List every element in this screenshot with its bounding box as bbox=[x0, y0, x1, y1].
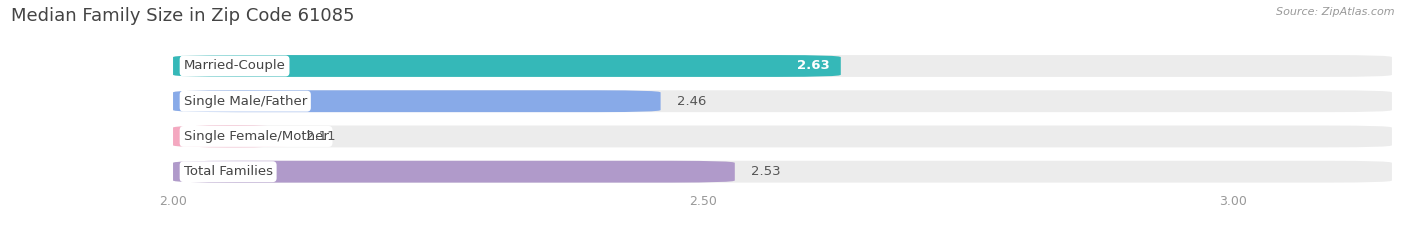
FancyBboxPatch shape bbox=[173, 90, 1392, 112]
Text: Total Families: Total Families bbox=[184, 165, 273, 178]
FancyBboxPatch shape bbox=[173, 126, 1392, 147]
FancyBboxPatch shape bbox=[173, 90, 661, 112]
Text: 2.53: 2.53 bbox=[751, 165, 780, 178]
FancyBboxPatch shape bbox=[173, 126, 290, 147]
Text: Source: ZipAtlas.com: Source: ZipAtlas.com bbox=[1277, 7, 1395, 17]
Text: 2.63: 2.63 bbox=[797, 59, 830, 72]
Text: Median Family Size in Zip Code 61085: Median Family Size in Zip Code 61085 bbox=[11, 7, 354, 25]
Text: Married-Couple: Married-Couple bbox=[184, 59, 285, 72]
FancyBboxPatch shape bbox=[173, 161, 1392, 183]
FancyBboxPatch shape bbox=[173, 161, 735, 183]
FancyBboxPatch shape bbox=[173, 55, 841, 77]
Text: Single Female/Mother: Single Female/Mother bbox=[184, 130, 329, 143]
FancyBboxPatch shape bbox=[173, 55, 1392, 77]
Text: Single Male/Father: Single Male/Father bbox=[184, 95, 307, 108]
Text: 2.11: 2.11 bbox=[305, 130, 335, 143]
Text: 2.46: 2.46 bbox=[676, 95, 706, 108]
